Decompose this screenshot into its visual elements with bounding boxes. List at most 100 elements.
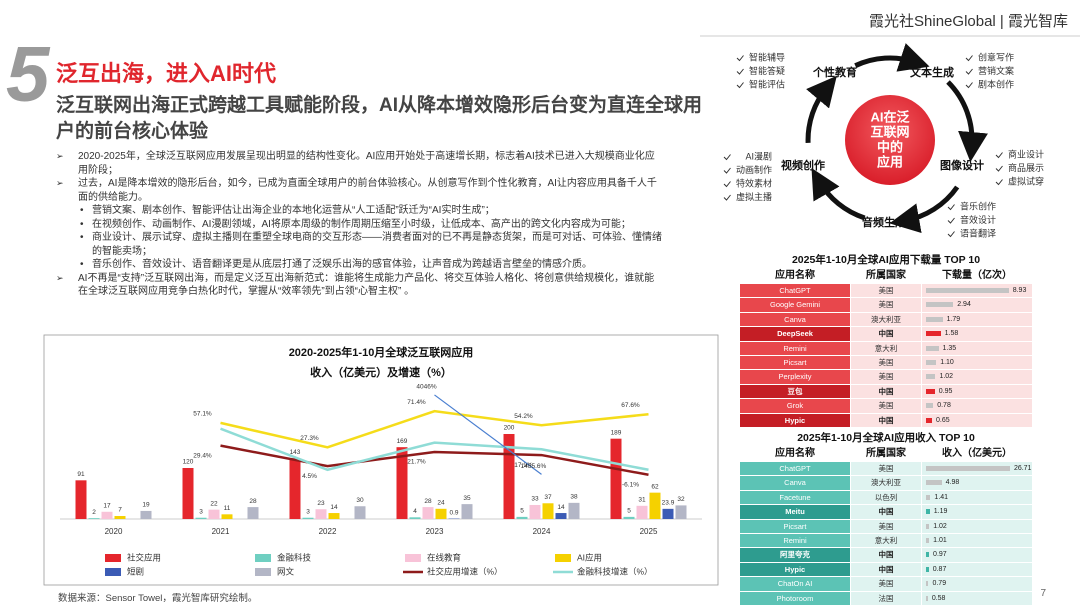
table-row: Picsart 美国 1.10 xyxy=(740,355,1032,371)
x-tick-label: 2024 xyxy=(533,527,551,536)
app-country: 美国 xyxy=(851,298,921,312)
growth-label: 4.5% xyxy=(302,473,317,480)
value-bar xyxy=(926,374,936,380)
table-row: Remini 意大利 1.35 xyxy=(740,341,1032,356)
bullet: AI不再是“支持”泛互联网出海，而是定义泛互出海新范式：谁能将生成能力产品化、将… xyxy=(54,272,664,299)
bar-value-label: 23 xyxy=(317,500,325,507)
cycle-item: 语音翻译 xyxy=(960,227,996,238)
bar xyxy=(409,517,421,519)
table-row: Grok 美国 0.78 xyxy=(740,399,1032,414)
chart-title: 2020-2025年1-10月全球泛互联网应用 xyxy=(289,345,474,359)
bar xyxy=(529,504,541,519)
app-name: Hypic xyxy=(740,413,850,427)
bar-value-label: 4 xyxy=(413,508,417,515)
cycle-center xyxy=(845,95,935,185)
value-label: 1.41 xyxy=(934,493,949,501)
table-row: Canva 澳大利亚 1.79 xyxy=(740,312,1032,328)
source-note: 数据来源：Sensor Towel，霞光智库研究绘制。 xyxy=(58,593,258,604)
value-cell: 1.10 xyxy=(922,355,1032,370)
app-country: 美国 xyxy=(851,284,921,298)
app-country: 美国 xyxy=(851,577,921,591)
app-name: DeepSeek xyxy=(740,327,850,341)
growth-label: 29.4% xyxy=(193,452,212,459)
growth-label: -6.1% xyxy=(622,481,639,488)
value-bar xyxy=(926,523,930,529)
downloads-table: 2025年1-10月全球AI应用下载量 TOP 10 应用名称 所属国家 下载量（亿次… xyxy=(740,252,1032,428)
bar xyxy=(195,517,207,519)
table-row: Perplexity 美国 1.02 xyxy=(740,370,1032,385)
table-title: 2025年1-10月全球AI应用下载量 TOP 10 xyxy=(791,254,981,266)
bar xyxy=(182,468,194,519)
check-icon xyxy=(947,204,955,211)
cycle-item: 创意写作 xyxy=(978,51,1014,62)
check-icon xyxy=(995,179,1003,186)
app-country: 中国 xyxy=(851,548,921,562)
value-bar xyxy=(926,345,939,351)
cycle-item: 音效设计 xyxy=(960,214,996,225)
sub-bullet: 营销文案、剧本创作、智能评估让出海企业的本地化运营从“人工适配”跃迁为“AI实时… xyxy=(54,204,664,218)
app-country: 法国 xyxy=(851,591,921,605)
bar xyxy=(302,517,314,519)
bar xyxy=(289,458,301,519)
legend-label: AI应用 xyxy=(577,552,602,562)
bar-value-label: 169 xyxy=(397,438,408,445)
app-name: Google Gemini xyxy=(740,298,850,312)
legend-swatch xyxy=(105,568,121,576)
cycle-item: AI漫剧 xyxy=(745,150,772,161)
chart-frame xyxy=(43,334,719,586)
cycle-node: 音频生成 xyxy=(862,215,906,229)
legend-label: 社交应用增速（%） xyxy=(427,566,503,576)
x-tick-label: 2023 xyxy=(426,527,444,536)
x-tick-label: 2021 xyxy=(212,527,230,536)
bar-value-label: 19 xyxy=(142,502,150,509)
app-country: 美国 xyxy=(851,355,921,370)
value-label: 2.94 xyxy=(957,301,971,309)
cycle-item: 智能答疑 xyxy=(749,65,785,76)
check-icon xyxy=(736,82,744,89)
bar-value-label: 33 xyxy=(531,496,539,503)
value-cell: 1.41 xyxy=(922,490,1032,505)
value-label: 1.02 xyxy=(933,522,947,530)
growth-label: 4046% xyxy=(416,384,436,391)
bar xyxy=(662,508,674,519)
app-name: 豆包 xyxy=(740,384,850,399)
bar xyxy=(208,509,220,519)
app-country: 中国 xyxy=(851,413,921,427)
bar xyxy=(516,516,528,519)
bar xyxy=(140,510,152,519)
app-name: Meitu xyxy=(740,505,850,519)
legend-label: 短剧 xyxy=(127,566,144,576)
cycle-item: 智能评估 xyxy=(749,78,785,89)
value-label: 1.79 xyxy=(946,315,961,323)
check-icon xyxy=(736,68,744,75)
column-header: 所属国家 xyxy=(866,270,906,281)
bullet: 过去，AI是降本增效的隐形后台，如今，已成为直面全球用户的前台体验核心。从创意写… xyxy=(54,177,664,204)
growth-label: 21.7% xyxy=(407,459,426,466)
bar xyxy=(354,506,366,519)
value-cell: 1.01 xyxy=(922,533,1032,548)
value-bar xyxy=(926,403,934,409)
revenue-table: 2025年1-10月全球AI应用收入 TOP 10 应用名称 所属国家 收入（亿美元）… xyxy=(740,430,1032,606)
app-name: Remini xyxy=(740,341,850,355)
cycle-node: 文本生成 xyxy=(910,65,954,79)
sub-bullet: 音乐创作、音效设计、语音翻译更是从底层打通了泛娱乐出海的感官体验，让声音成为跨越… xyxy=(54,258,664,272)
value-bar xyxy=(926,566,929,572)
bar-value-label: 3 xyxy=(199,508,203,515)
bar-value-label: 7 xyxy=(118,507,122,514)
value-cell: 1.58 xyxy=(922,327,1032,341)
cycle-item: 虚拟主播 xyxy=(736,191,772,202)
app-name: ChatGPT xyxy=(740,462,850,476)
check-icon xyxy=(723,167,731,174)
cycle-item: 商品展示 xyxy=(1008,162,1044,173)
table-row: Photoroom 法国 0.58 xyxy=(740,591,1032,606)
app-country: 中国 xyxy=(851,384,921,399)
table-title: 2025年1-10月全球AI应用收入 TOP 10 xyxy=(797,432,975,444)
bar-value-label: 24 xyxy=(437,500,445,507)
section-number: 5 xyxy=(6,30,51,118)
table-row: 豆包 中国 0.95 xyxy=(740,384,1032,400)
bar-value-label: 91 xyxy=(77,471,85,478)
value-label: 8.93 xyxy=(1012,287,1027,294)
slide-subtitle: 泛互联网出海正式跨越工具赋能阶段，AI从降本增效隐形后台变为直连全球用户的前台核… xyxy=(56,95,703,142)
value-cell: 0.78 xyxy=(922,399,1032,413)
